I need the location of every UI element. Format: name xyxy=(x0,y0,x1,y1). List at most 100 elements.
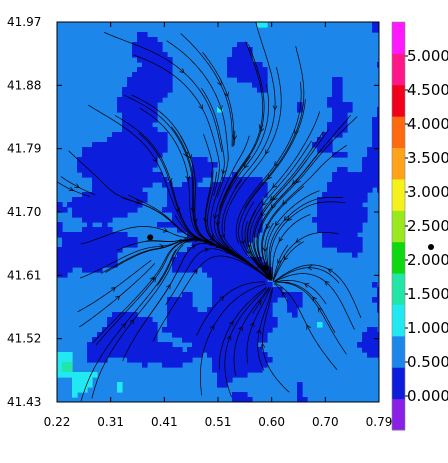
field-cell-1275 xyxy=(252,177,258,183)
field-cell-1314 xyxy=(257,77,263,83)
field-cell-838 xyxy=(197,257,203,263)
field-cell-170 xyxy=(97,172,103,178)
field-cell-314 xyxy=(117,237,123,243)
field-cell-224 xyxy=(102,347,108,353)
field-cell-1607 xyxy=(362,192,368,198)
field-cell-406 xyxy=(132,47,138,53)
field-cell-1172 xyxy=(237,367,243,373)
field-cell-723 xyxy=(177,327,183,333)
field-cell-393 xyxy=(127,237,133,243)
field-cell-1068 xyxy=(227,337,233,343)
field-cell-566 xyxy=(147,327,153,333)
field-cell-382 xyxy=(127,157,133,163)
field-cell-660 xyxy=(167,82,173,88)
field-cell-94 xyxy=(82,242,88,248)
field-cell-574 xyxy=(152,42,158,48)
field-cell-1337 xyxy=(257,302,263,308)
field-cell-557 xyxy=(147,152,153,158)
field-cell-494 xyxy=(142,47,148,53)
streamline-arrow-8 xyxy=(324,280,330,286)
field-cell-495 xyxy=(142,52,148,58)
field-cell-648 xyxy=(162,222,168,228)
field-cell-336 xyxy=(122,127,128,133)
field-cell-722 xyxy=(177,322,183,328)
field-cell-90 xyxy=(82,217,88,223)
field-cell-1660 xyxy=(377,117,379,123)
field-cell-1477 xyxy=(332,127,338,133)
field-cell-1230 xyxy=(247,67,253,73)
field-cell-1377 xyxy=(262,362,268,368)
field-cell-486 xyxy=(137,337,143,343)
field-cell-469 xyxy=(137,142,143,148)
field-cell-1624 xyxy=(367,187,373,193)
field-cell-640 xyxy=(162,92,168,98)
field-cell-977 xyxy=(217,322,223,328)
field-cell-1553 xyxy=(347,182,353,188)
x-tick-label-4: 0.60 xyxy=(258,415,285,429)
field-cell-262 xyxy=(112,142,118,148)
field-cell-3 xyxy=(57,227,63,233)
field-cell-1056 xyxy=(227,277,233,283)
streamline-1 xyxy=(224,288,267,398)
field-cell-1611 xyxy=(362,217,368,223)
field-cell-710 xyxy=(177,217,183,223)
field-cell-973 xyxy=(217,302,223,308)
field-cell-1628 xyxy=(367,342,373,348)
field-cell-582 xyxy=(152,82,158,88)
field-cell-1290 xyxy=(252,272,258,278)
field-cell-1131 xyxy=(237,67,243,73)
field-cell-160 xyxy=(92,347,98,353)
field-cell-845 xyxy=(197,337,203,343)
field-cell-1403 xyxy=(292,292,298,298)
field-cell-459 xyxy=(137,92,143,98)
field-cell-1480 xyxy=(332,172,338,178)
field-cell-436 xyxy=(132,237,138,243)
field-cell-1417 xyxy=(302,397,308,402)
field-cell-527 xyxy=(142,332,148,338)
field-cell-854 xyxy=(202,192,208,198)
field-cell-1148 xyxy=(237,247,243,253)
field-cell-227 xyxy=(107,137,113,143)
streamline-arrow-61 xyxy=(283,216,289,222)
field-cell-266 xyxy=(112,162,118,168)
field-cell-272 xyxy=(112,192,118,198)
field-cell-874 xyxy=(202,332,208,338)
x-tick-label-3: 0.51 xyxy=(205,415,232,429)
field-cell-12 xyxy=(57,357,63,363)
field-cell-1472 xyxy=(332,102,338,108)
field-cell-293 xyxy=(117,97,123,103)
streamline-arrow-13 xyxy=(179,68,185,74)
field-cell-307 xyxy=(117,187,123,193)
field-cell-810 xyxy=(192,312,198,318)
field-cell-511 xyxy=(142,132,148,138)
field-cell-1236 xyxy=(247,192,253,198)
field-cell-1485 xyxy=(332,197,338,203)
field-cell-1152 xyxy=(237,267,243,273)
field-cell-822 xyxy=(197,172,203,178)
field-cell-1139 xyxy=(237,202,243,208)
field-cell-676 xyxy=(167,342,173,348)
field-cell-1637 xyxy=(372,137,378,143)
field-cell-564 xyxy=(147,317,153,323)
field-cell-417 xyxy=(132,117,138,123)
field-cell-144 xyxy=(92,197,98,203)
field-cell-596 xyxy=(152,157,158,163)
field-cell-1069 xyxy=(227,342,233,348)
field-cell-1474 xyxy=(332,112,338,118)
field-cell-531 xyxy=(142,352,148,358)
field-cell-1135 xyxy=(237,182,243,188)
field-cell-7 xyxy=(57,257,63,263)
field-cell-792 xyxy=(192,187,198,193)
field-cell-251 xyxy=(107,262,113,268)
field-cell-687 xyxy=(172,217,178,223)
field-cell-1215 xyxy=(242,332,248,338)
field-cell-930 xyxy=(212,282,218,288)
field-cell-610 xyxy=(157,52,163,58)
field-cell-210 xyxy=(102,217,108,223)
field-cell-1100 xyxy=(232,257,238,263)
field-cell-972 xyxy=(217,297,223,303)
field-cell-620 xyxy=(157,132,163,138)
field-cell-1066 xyxy=(227,327,233,333)
field-cell-1526 xyxy=(342,107,348,113)
field-cell-732 xyxy=(182,197,188,203)
